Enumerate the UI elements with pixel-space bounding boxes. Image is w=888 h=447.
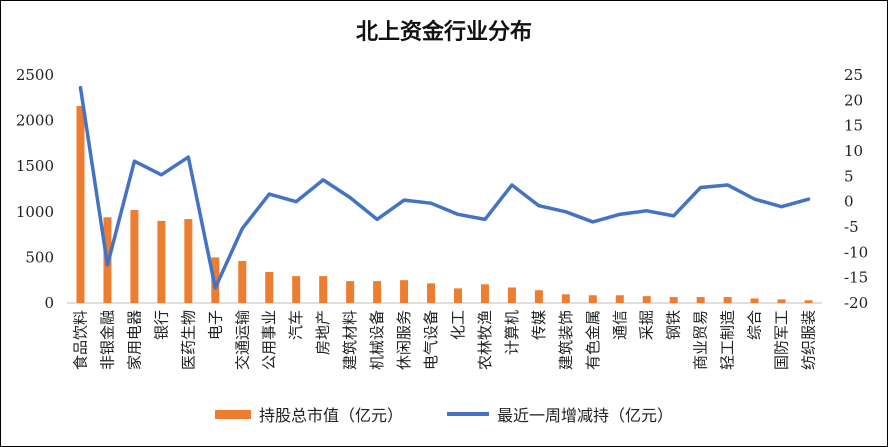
- bar-医药生物: [184, 219, 193, 303]
- y-right-tick-label: -5: [844, 218, 859, 236]
- y-right-tick-label: 20: [844, 91, 863, 109]
- x-category-label: 建筑装饰: [557, 310, 575, 370]
- y-right-tick-label: -15: [844, 269, 868, 287]
- x-category-label: 机械设备: [368, 310, 386, 370]
- bar-纺织服装: [804, 300, 813, 303]
- x-category-label: 食品饮料: [71, 310, 89, 370]
- y-right-tick-label: 25: [844, 66, 863, 84]
- bar-计算机: [507, 287, 516, 303]
- x-category-label: 计算机: [503, 310, 521, 355]
- bar-银行: [157, 220, 166, 303]
- bar-建筑材料: [346, 281, 355, 303]
- x-category-label: 纺织服装: [800, 310, 818, 370]
- y-right-tick-label: 15: [844, 117, 863, 135]
- y-left-tick-label: 500: [25, 248, 54, 266]
- bar-机械设备: [373, 281, 382, 303]
- x-category-label: 钢铁: [665, 310, 683, 340]
- x-category-label: 综合: [746, 310, 764, 340]
- x-category-label: 农林牧渔: [476, 310, 494, 370]
- x-category-label: 采掘: [638, 310, 656, 340]
- y-left-tick-label: 2000: [16, 112, 54, 130]
- bar-国防军工: [777, 299, 786, 303]
- legend-bar-swatch: [214, 409, 251, 419]
- bar-建筑装饰: [561, 294, 570, 303]
- bar-商业贸易: [696, 297, 705, 303]
- bar-化工: [453, 288, 462, 303]
- bar-汽车: [292, 276, 301, 303]
- legend-label-bar: 持股总市值（亿元）: [258, 406, 403, 425]
- bar-农林牧渔: [480, 284, 489, 303]
- bar-通信: [615, 295, 624, 303]
- x-category-label: 汽车: [287, 310, 305, 340]
- legend-label-line: 最近一周增减持（亿元）: [497, 406, 674, 425]
- y-right-tick-label: -10: [844, 243, 868, 261]
- x-category-label: 家用电器: [125, 310, 143, 370]
- x-category-label: 传媒: [530, 310, 548, 340]
- bar-综合: [750, 298, 759, 303]
- weekly-change-line: [78, 85, 811, 290]
- chart-title: 北上资金行业分布: [355, 19, 532, 45]
- y-left-tick-label: 0: [44, 294, 54, 312]
- y-right-tick-label: 10: [844, 142, 863, 160]
- x-category-label: 医药生物: [179, 310, 197, 370]
- bar-公用事业: [265, 271, 274, 303]
- bar-电气设备: [427, 283, 436, 303]
- x-category-label: 电子: [206, 310, 224, 340]
- x-category-label: 通信: [611, 310, 629, 340]
- x-category-label: 休闲服务: [395, 310, 413, 370]
- bar-传媒: [534, 290, 543, 303]
- y-right-tick-label: 0: [844, 193, 854, 211]
- bar-食品饮料: [76, 106, 85, 304]
- x-category-label: 银行: [152, 310, 170, 340]
- y-left-tick-label: 1000: [16, 203, 54, 221]
- bar-钢铁: [669, 297, 678, 303]
- x-category-label: 交通运输: [233, 310, 251, 370]
- y-left-tick-label: 2500: [16, 66, 54, 84]
- x-category-label: 非银金融: [98, 310, 116, 370]
- bar-交通运输: [238, 261, 247, 303]
- bar-轻工制造: [723, 297, 732, 303]
- x-category-label: 公用事业: [260, 310, 278, 370]
- bar-房地产: [319, 276, 328, 303]
- x-category-label: 化工: [449, 310, 467, 340]
- x-category-label: 建筑材料: [341, 310, 359, 370]
- x-category-label: 电气设备: [422, 310, 440, 370]
- legend-line-swatch: [447, 412, 489, 416]
- y-right-tick-label: -20: [844, 294, 868, 312]
- legend-item-bar[interactable]: 持股总市值（亿元）: [214, 402, 403, 426]
- legend: 持股总市值（亿元） 最近一周增减持（亿元）: [0, 402, 888, 426]
- x-category-label: 有色金属: [584, 310, 602, 370]
- bar-采掘: [642, 296, 651, 303]
- bar-有色金属: [588, 295, 597, 303]
- bar-休闲服务: [400, 280, 409, 303]
- plot-area: 0 500 1000 1500 2000 2500 -20 -15 -10 -5 0 5 10 15 20 2…: [16, 66, 868, 370]
- y-right-tick-label: 5: [844, 167, 854, 185]
- y-left-tick-label: 1500: [16, 157, 54, 175]
- legend-item-line[interactable]: 最近一周增减持（亿元）: [447, 402, 673, 426]
- bar-家用电器: [130, 209, 139, 303]
- x-category-label: 商业贸易: [692, 310, 710, 370]
- x-category-label: 轻工制造: [719, 310, 737, 370]
- x-category-label: 国防军工: [773, 310, 791, 370]
- x-category-label: 房地产: [314, 310, 332, 355]
